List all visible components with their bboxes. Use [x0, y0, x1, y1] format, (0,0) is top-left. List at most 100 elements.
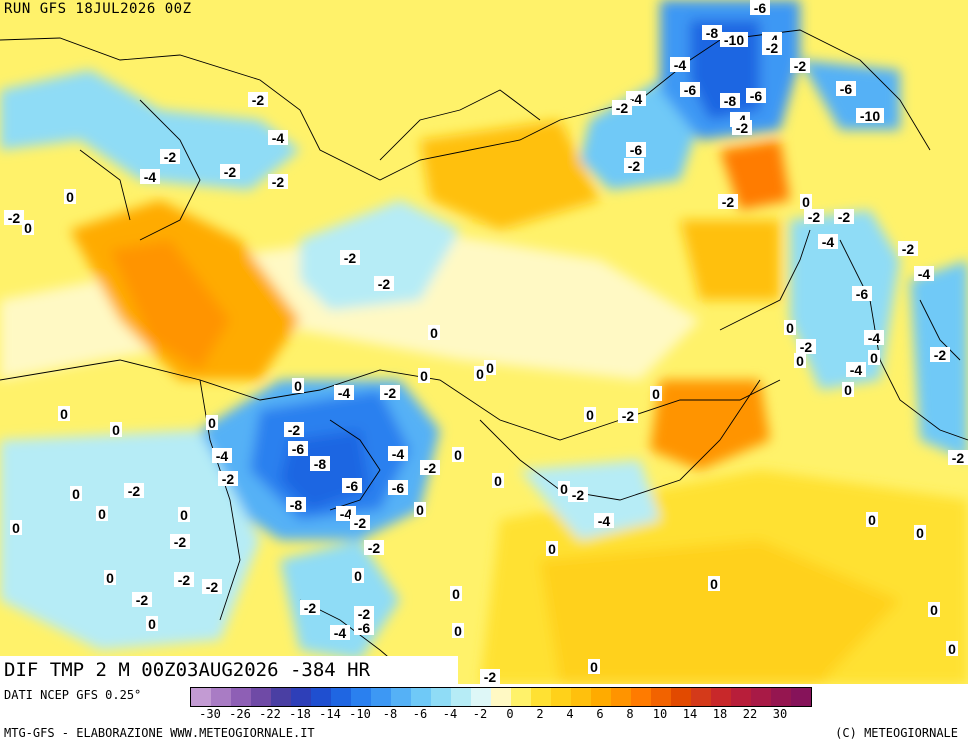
contour-label: -4 [674, 57, 687, 73]
contour-label: 0 [548, 541, 556, 557]
contour-label-bg [650, 386, 662, 401]
scale-swatch [731, 688, 751, 706]
contour-label-bg [790, 58, 810, 73]
contour-label: -4 [822, 234, 835, 250]
contour-label-bg [350, 515, 370, 530]
contour-label-bg [558, 481, 570, 496]
scale-swatch [531, 688, 551, 706]
contour-label-bg [354, 620, 374, 635]
contour-label: 0 [930, 602, 938, 618]
contour-label: -6 [346, 478, 359, 494]
contour-label-bg [762, 40, 782, 55]
contour-label-bg [732, 120, 752, 135]
contour-label: 0 [98, 506, 106, 522]
contour-label: -4 [868, 330, 881, 346]
contour-label-bg [624, 158, 644, 173]
scale-tick-label: 30 [772, 707, 788, 721]
contour-label: 0 [786, 320, 794, 336]
contour-label-bg [568, 487, 588, 502]
contour-label-bg [212, 448, 232, 463]
contour-label: 0 [494, 473, 502, 489]
contour-label: 0 [452, 586, 460, 602]
contour-label: -8 [706, 25, 719, 41]
contour-label-bg [174, 572, 194, 587]
contour-label: -6 [754, 0, 767, 16]
scale-tick-label: 4 [566, 707, 574, 721]
contour-label-bg [584, 407, 596, 422]
scale-swatch [391, 688, 411, 706]
contour-label-bg [450, 586, 462, 601]
contour-label: 0 [796, 353, 804, 369]
contour-label-bg [680, 82, 700, 97]
contour-label: -2 [378, 276, 391, 292]
contour-label-bg [10, 520, 22, 535]
contour-label: -4 [334, 625, 347, 641]
scale-swatch [231, 688, 251, 706]
contour-label-bg [594, 513, 614, 528]
contour-label: -4 [340, 506, 353, 522]
contour-label-bg [930, 347, 950, 362]
contour-label-bg [220, 164, 240, 179]
scale-tick-label: -26 [229, 707, 251, 721]
contour-label: -2 [934, 347, 947, 363]
contour-label: -8 [314, 456, 327, 472]
contour-label: -2 [8, 210, 21, 226]
contour-label: -2 [838, 209, 851, 225]
contour-label-bg [720, 93, 740, 108]
scale-swatch [291, 688, 311, 706]
contour-label-bg [914, 266, 934, 281]
scale-tick-label: -2 [472, 707, 488, 721]
contour-label: -2 [178, 572, 191, 588]
contour-label: 0 [590, 659, 598, 675]
contour-label-bg [64, 189, 76, 204]
contour-label: 0 [844, 382, 852, 398]
contour-label-bg [334, 385, 354, 400]
contour-label-bg [104, 570, 116, 585]
contour-label-bg [140, 169, 160, 184]
contour-label-bg [796, 339, 816, 354]
scale-swatch [511, 688, 531, 706]
contour-label-bg [852, 286, 872, 301]
scale-tick-label: 6 [596, 707, 604, 721]
contour-label: -4 [918, 266, 931, 282]
contour-label-bg [22, 220, 34, 235]
scale-tick-label: 18 [712, 707, 728, 721]
contour-label: 0 [586, 407, 594, 423]
contour-label: 0 [60, 406, 68, 422]
scale-swatch [571, 688, 591, 706]
scale-swatch [271, 688, 291, 706]
contour-label: -4 [216, 448, 229, 464]
scale-tick-label: -18 [289, 707, 311, 721]
contour-label-bg [914, 525, 926, 540]
contour-label: 0 [354, 568, 362, 584]
contour-label-bg [420, 460, 440, 475]
contour-label-bg [178, 507, 190, 522]
contour-label-bg [352, 568, 364, 583]
contour-label-bg [388, 480, 408, 495]
contour-label: 0 [294, 378, 302, 394]
scale-swatch [771, 688, 791, 706]
contour-label-bg [170, 534, 190, 549]
field-title: DIF TMP 2 M 00Z03AUG2026 -384 HR [0, 656, 458, 684]
scale-swatch [451, 688, 471, 706]
contour-label-bg [292, 378, 304, 393]
contour-label-bg [588, 659, 600, 674]
scale-swatch [711, 688, 731, 706]
contour-label: -4 [338, 385, 351, 401]
contour-label-bg [70, 486, 82, 501]
contour-label-bg [864, 330, 884, 345]
contour-label: -2 [304, 600, 317, 616]
contour-label-bg [428, 325, 440, 340]
contour-label: -2 [358, 606, 371, 622]
contour-label: -2 [344, 250, 357, 266]
contour-label: -2 [616, 100, 629, 116]
scale-swatch [311, 688, 331, 706]
scale-tick-label: -6 [412, 707, 428, 721]
contour-label: -2 [628, 158, 641, 174]
contour-label: -2 [354, 515, 367, 531]
contour-label: -10 [724, 32, 744, 48]
contour-label-bg [96, 506, 108, 521]
contour-label-bg [248, 92, 268, 107]
contour-label-bg [342, 478, 362, 493]
contour-label-bg [718, 194, 738, 209]
